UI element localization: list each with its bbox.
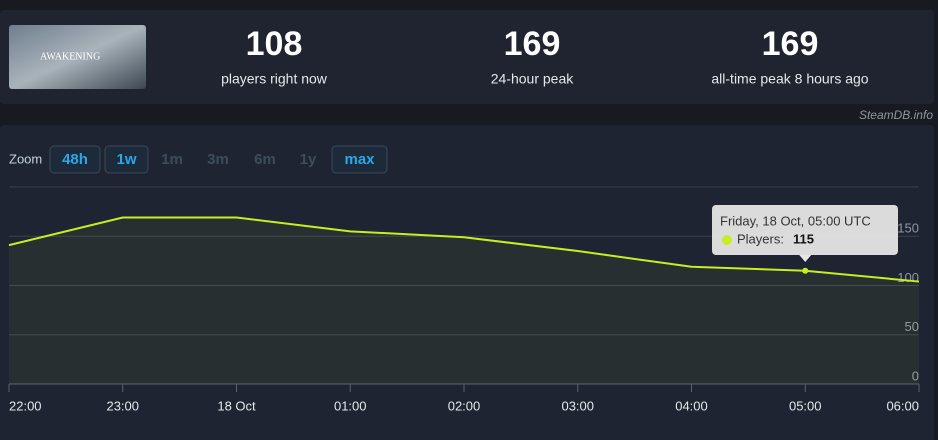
x-tick-label: 23:00 (106, 398, 139, 413)
stat-value: 169 (762, 25, 819, 63)
area (9, 217, 919, 384)
x-tick-label: 01:00 (334, 398, 367, 413)
line (8, 216, 920, 283)
tooltip-value: 115 (793, 231, 814, 246)
y-tick-label: 0 (912, 368, 919, 383)
zoom-button[interactable] (49, 145, 101, 174)
x-tick-label: 04:00 (675, 398, 708, 413)
x-tick-label: 05:00 (789, 398, 822, 413)
tooltip (712, 205, 898, 255)
hover-point (802, 267, 809, 274)
game-image-title: AWAKENING (40, 51, 100, 62)
zoom-button[interactable] (104, 145, 149, 174)
zoom-button-label: 6m (254, 151, 276, 168)
zoom-button[interactable] (331, 145, 388, 174)
stat-value: 108 (246, 25, 303, 63)
tooltip-arrow (799, 255, 812, 262)
tooltip-label: Players: (737, 231, 784, 246)
x-tick-label: 22:00 (9, 398, 42, 413)
zoom-button-label[interactable]: 1w (116, 151, 136, 168)
zoom-label: Zoom (9, 151, 42, 166)
zoom-buttons: 48h 1w 1m 3m 6m 1y max (49, 145, 388, 174)
chart-panel (0, 125, 934, 440)
stats-panel (0, 10, 934, 104)
zoom-button-label: 3m (207, 151, 229, 168)
x-tick-label: 03:00 (561, 398, 594, 413)
y-tick-label: 50 (905, 319, 919, 334)
y-tick-label: 150 (897, 221, 919, 236)
source[interactable]: SteamDB.info (859, 108, 933, 122)
tooltip-title: Friday, 18 Oct, 05:00 UTC (720, 213, 871, 228)
zoom-button-label: 1m (161, 151, 183, 168)
zoom-button-label[interactable]: 48h (62, 151, 88, 168)
x-tick-label: 06:00 (886, 398, 919, 413)
x-tick-label: 02:00 (448, 398, 481, 413)
x-tick-label: 18 Oct (217, 398, 256, 413)
stat-value: 169 (504, 25, 561, 63)
game-image (9, 25, 146, 89)
stat-label: 24-hour peak (491, 71, 575, 87)
tooltip-marker (722, 235, 732, 245)
stat-label: all-time peak 8 hours ago (711, 71, 868, 87)
stat-label: players right now (221, 71, 328, 87)
zoom-button-label: 1y (300, 151, 317, 168)
zoom-button-label[interactable]: max (344, 151, 375, 168)
